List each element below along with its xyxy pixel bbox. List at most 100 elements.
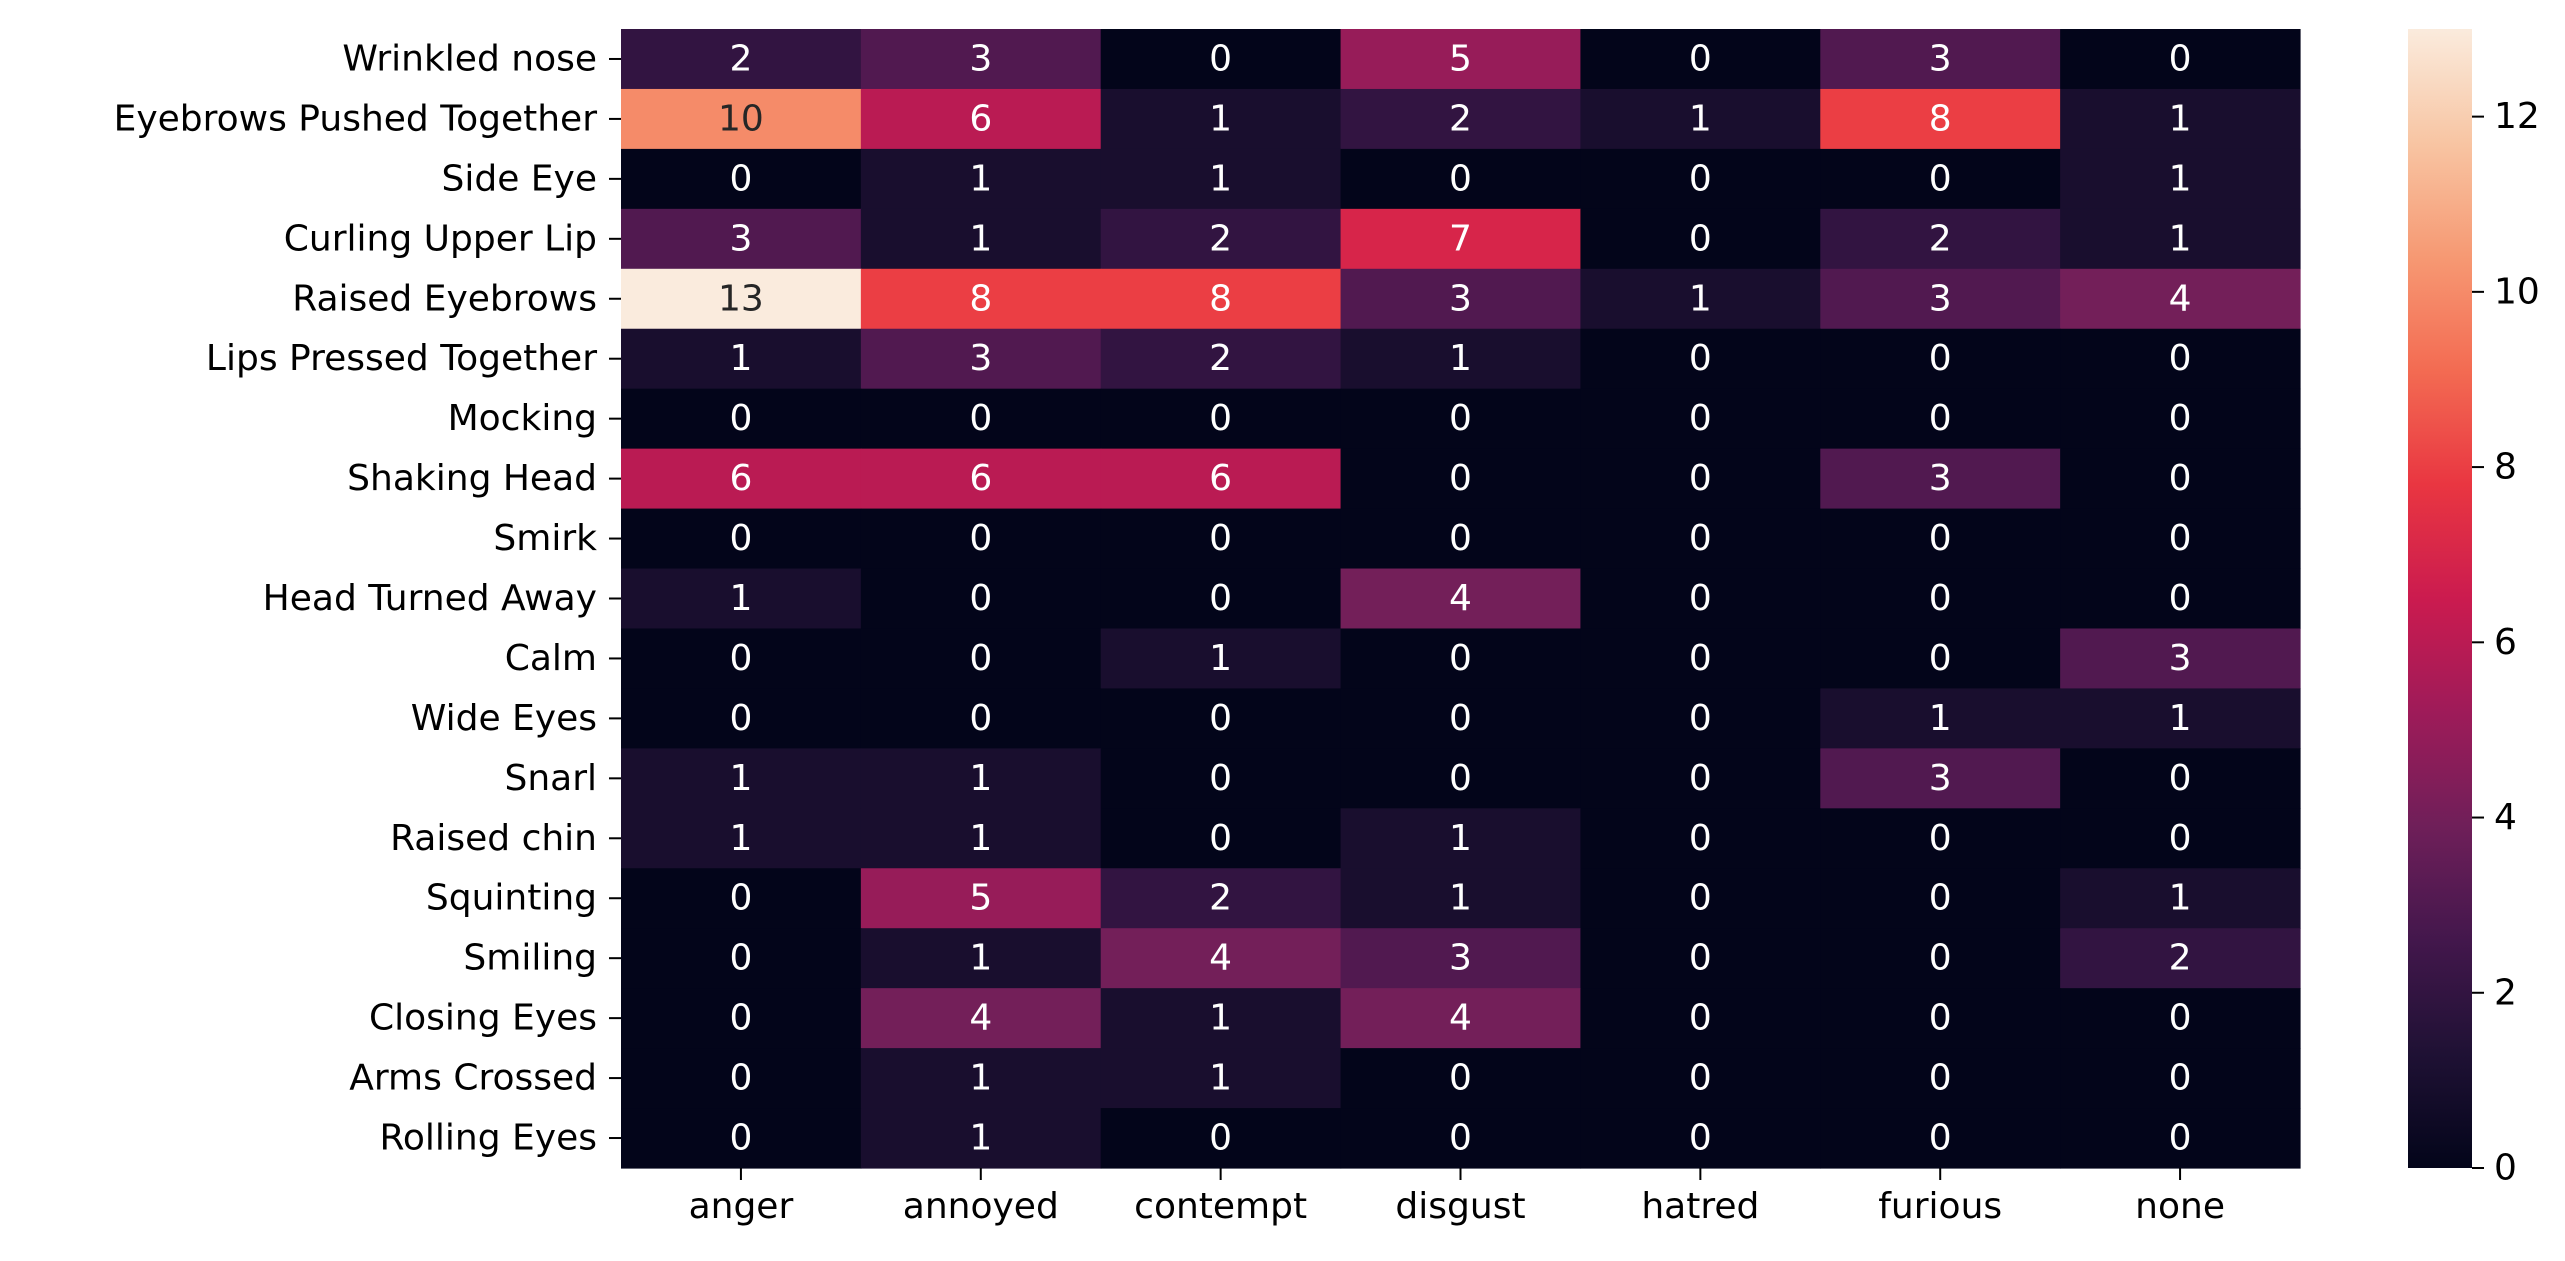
cell-value-label: 3 (729, 218, 752, 259)
heatmap-cell (2060, 208, 2301, 270)
heatmap-cell (621, 88, 862, 150)
cell-value-label: 0 (969, 638, 992, 679)
cell-value-label: 2 (1209, 338, 1232, 379)
x-tick-label: furious (1878, 1186, 2002, 1227)
heatmap-cell (1580, 868, 1821, 929)
cell-value-label: 6 (729, 458, 752, 499)
cell-value-label: 1 (969, 1058, 992, 1099)
cell-value-label: 0 (1929, 1058, 1952, 1099)
cell-labels: 2 3 0 5 0 3 010 6 1 2 1 8 10 1 1 0 0 0 13 1 2 7 0 2 113 8 8 3 1 3 41 3 2… (718, 38, 2191, 1158)
cell-value-label: 0 (1209, 398, 1232, 439)
cell-value-label: 0 (2169, 518, 2192, 559)
cell-value-label: 1 (1209, 638, 1232, 679)
colorbar: 0 2 4 6 8 10 12 (2408, 29, 2540, 1189)
heatmap-cell (860, 148, 1102, 210)
cell-value-label: 6 (1209, 458, 1232, 499)
cell-value-label: 1 (729, 818, 752, 859)
cell-value-label: 0 (1209, 38, 1232, 79)
cell-value-label: 0 (1209, 698, 1232, 739)
heatmap-cell (2060, 1048, 2301, 1109)
cell-value-label: 0 (2169, 398, 2192, 439)
cell-value-label: 1 (2169, 158, 2192, 199)
colorbar-tick-label: 4 (2494, 797, 2517, 838)
cell-value-label: 0 (2169, 818, 2192, 859)
heatmap-cell (1340, 628, 1582, 690)
heatmap-cell (1820, 988, 2061, 1049)
cell-value-label: 0 (729, 158, 752, 199)
cell-value-label: 8 (1929, 98, 1952, 139)
heatmap-cell (1580, 748, 1821, 809)
x-tick-label: anger (689, 1186, 794, 1227)
y-tick-label: Calm (505, 638, 597, 679)
cell-value-label: 0 (1689, 338, 1712, 379)
cell-value-label: 1 (969, 758, 992, 799)
heatmap-cell (860, 1048, 1102, 1109)
cell-value-label: 1 (729, 338, 752, 379)
cell-value-label: 0 (1689, 38, 1712, 79)
cell-value-label: 7 (1449, 218, 1472, 259)
heatmap-cell (1100, 808, 1342, 869)
colorbar-gradient (2408, 29, 2472, 1168)
heatmap-cell (621, 208, 862, 270)
heatmap-cell (860, 928, 1102, 989)
heatmap-cells (621, 29, 2301, 1169)
heatmap-cell (1820, 868, 2061, 929)
heatmap-cell (1580, 88, 1821, 150)
cell-value-label: 0 (1929, 878, 1952, 919)
heatmap-cell (2060, 1108, 2301, 1169)
cell-value-label: 0 (729, 518, 752, 559)
heatmap-cell (1100, 448, 1342, 510)
heatmap-cell (860, 88, 1102, 150)
y-tick-label: Mocking (448, 398, 597, 439)
cell-value-label: 0 (969, 518, 992, 559)
heatmap-cell (1580, 508, 1821, 570)
heatmap-cell (860, 508, 1102, 570)
heatmap-cell (2060, 148, 2301, 210)
heatmap-cell (860, 328, 1102, 390)
heatmap-cell (860, 208, 1102, 270)
heatmap-cell (621, 568, 862, 630)
heatmap-cell (1100, 568, 1342, 630)
y-tick-label: Smiling (463, 938, 597, 979)
cell-value-label: 0 (1689, 698, 1712, 739)
cell-value-label: 1 (969, 218, 992, 259)
cell-value-label: 0 (729, 698, 752, 739)
heatmap-cell (1820, 148, 2061, 210)
cell-value-label: 3 (969, 38, 992, 79)
cell-value-label: 1 (969, 1118, 992, 1159)
cell-value-label: 0 (1929, 158, 1952, 199)
cell-value-label: 4 (2169, 278, 2192, 319)
heatmap-cell (1580, 268, 1821, 330)
cell-value-label: 0 (1689, 218, 1712, 259)
cell-value-label: 0 (729, 398, 752, 439)
cell-value-label: 1 (1209, 158, 1232, 199)
y-tick-label: Arms Crossed (349, 1058, 597, 1099)
heatmap-cell (1100, 1048, 1342, 1109)
cell-value-label: 0 (1449, 158, 1472, 199)
heatmap-cell (1820, 808, 2061, 869)
cell-value-label: 0 (729, 638, 752, 679)
heatmap-cell (621, 328, 862, 390)
heatmap-cell (1100, 208, 1342, 270)
y-tick-label: Wrinkled nose (342, 38, 597, 79)
heatmap-cell (1100, 688, 1342, 749)
cell-value-label: 4 (1449, 998, 1472, 1039)
heatmap-cell (621, 868, 862, 929)
heatmap-cell (1340, 88, 1582, 150)
cell-value-label: 1 (1689, 98, 1712, 139)
cell-value-label: 1 (1689, 278, 1712, 319)
cell-value-label: 0 (1929, 338, 1952, 379)
heatmap-cell (621, 628, 862, 690)
heatmap-cell (621, 688, 862, 749)
y-tick-label: Rolling Eyes (380, 1118, 598, 1159)
heatmap-cell (860, 688, 1102, 749)
heatmap-cell (1340, 29, 1582, 90)
heatmap-cell (860, 748, 1102, 809)
cell-value-label: 8 (969, 278, 992, 319)
cell-value-label: 3 (1929, 758, 1952, 799)
cell-value-label: 4 (1449, 578, 1472, 619)
cell-value-label: 0 (1689, 518, 1712, 559)
x-tick-label: contempt (1134, 1186, 1307, 1227)
heatmap-cell (2060, 928, 2301, 989)
heatmap-cell (1820, 448, 2061, 510)
